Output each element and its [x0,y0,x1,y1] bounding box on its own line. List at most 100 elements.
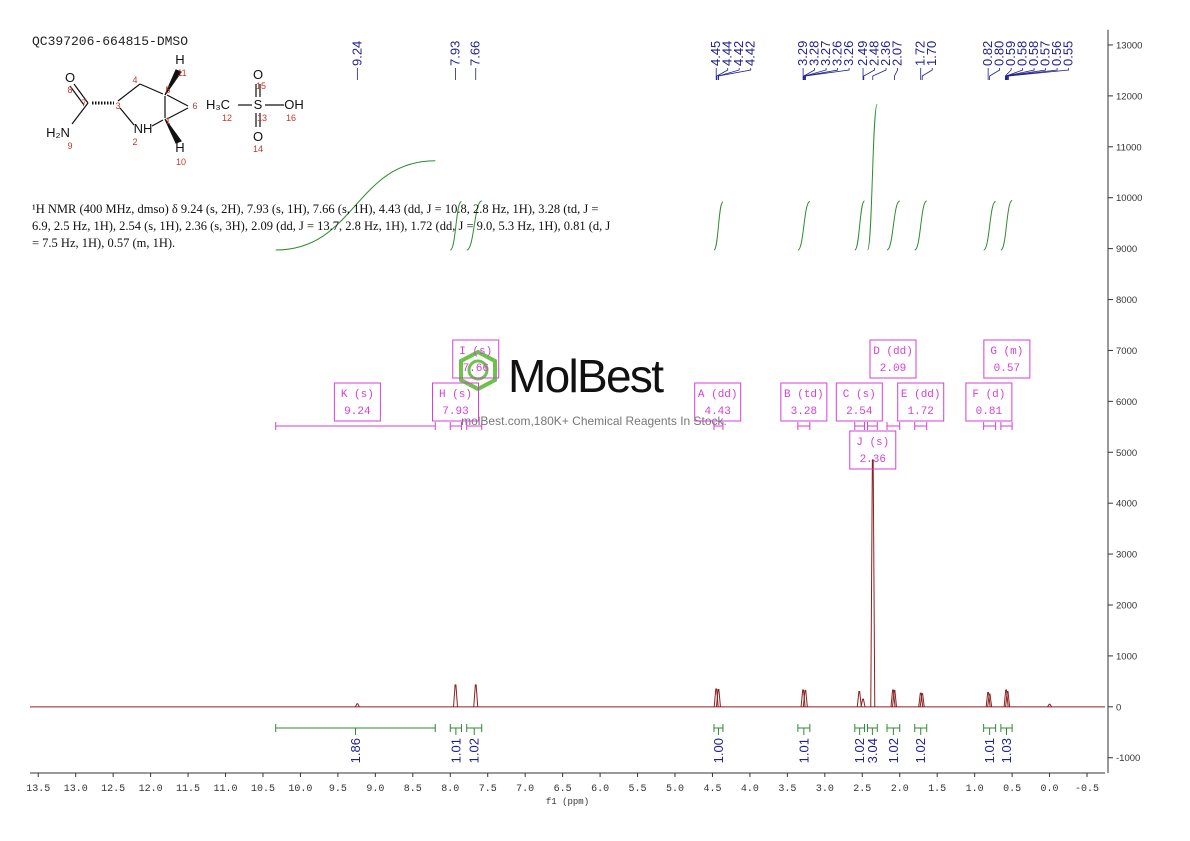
peak [473,684,479,707]
peak-label-line [863,68,875,80]
peak-label: 0.59 [1003,41,1018,66]
atom-number: 15 [256,81,266,91]
multiplet-range [797,422,811,430]
multiplet-label: B (td) [784,389,824,401]
integral-bracket [854,724,866,735]
x-tick-label: 3.5 [778,784,796,795]
x-tick-label: 12.5 [101,784,125,795]
multiplet-box [965,382,1013,422]
multiplet-box [869,339,917,379]
multiplet-shift: 0.57 [994,363,1020,375]
multiplet-shift: 4.43 [704,406,730,418]
multiplet-box [780,382,828,422]
integral-bracket [867,724,878,735]
multiplet-shift: 7.93 [442,406,468,418]
peak-label-line [804,68,850,80]
y-tick-label: 9000 [1116,244,1137,255]
atom-label: H₂N [46,125,70,140]
multiplet-range [466,422,483,430]
atom-number: 9 [67,141,72,151]
multiplet-label: G (m) [990,346,1023,358]
atom-label: S [254,97,263,112]
multiplet-range [983,422,997,430]
integral-bracket [275,724,436,735]
multiplet-label: C (s) [843,389,876,401]
peak-label: 4.45 [708,41,723,66]
watermark-brand: MolBest [508,350,664,402]
peak [1047,703,1052,708]
integral-value: 3.04 [865,738,880,763]
integral-value: 1.01 [796,738,811,763]
peak [870,459,876,707]
peak [919,693,925,707]
integral-curve [466,200,483,251]
x-tick-label: 12.0 [139,784,163,795]
peak-label: 7.66 [468,41,483,66]
atom-number: 12 [222,113,232,123]
peak-label-line [718,68,752,80]
y-tick-label: 6000 [1116,397,1137,408]
multiplet-box [694,382,742,422]
peak-label-line [804,68,827,80]
integral-value: 1.02 [913,738,928,763]
atom-label: H₃C [206,97,230,112]
integral-curve [449,201,462,251]
atom-number: 6 [192,101,197,111]
atom-label: H [175,52,184,67]
multiplet-shift: 3.28 [791,406,817,418]
integral-value: 1.02 [886,738,901,763]
x-tick-label: 2.0 [891,784,909,795]
integral-value: 1.02 [467,738,482,763]
y-tick-label: -1000 [1116,753,1140,764]
x-tick-label: 4.5 [703,784,721,795]
atom-number: 7 [81,98,86,108]
x-tick-label: 9.0 [366,784,384,795]
multiplet-label: D (dd) [873,346,913,358]
peak-label-line [1007,68,1058,80]
integral-bracket [983,724,997,735]
atom-number: 10 [176,157,186,167]
atom-number: 3 [115,101,120,111]
peak-label: 3.29 [795,41,810,66]
integral-curve [797,201,811,251]
peak [1005,691,1011,707]
peak [354,703,360,708]
atom-number: 1 [165,116,170,126]
atom-label: O [253,67,263,82]
peak-label: 0.56 [1049,41,1064,66]
atom-label: NH [134,121,153,136]
atom-number: 2 [132,137,137,147]
peak-label: 7.93 [448,41,463,66]
peak-label: 0.58 [1026,41,1041,66]
multiplet-shift: 1.72 [908,406,934,418]
atom-number: 8 [67,85,72,95]
integral-curve [886,200,901,251]
peak-label: 3.26 [841,41,856,66]
peak-label: 0.55 [1061,41,1076,66]
peak-label: 3.27 [818,41,833,66]
atom-number: 14 [253,144,263,154]
peak-label: 9.24 [349,41,364,66]
integral-bracket [449,724,462,735]
multiplet-range [867,422,878,430]
x-tick-label: 7.5 [479,784,497,795]
multiplet-shift: 2.09 [880,363,906,375]
y-tick-label: 11000 [1116,142,1142,153]
integral-bracket [466,724,483,735]
integral-curve [914,200,928,251]
peak-label-line [803,68,816,80]
multiplet-shift: 9.24 [344,406,371,418]
multiplet-label: J (s) [856,437,889,449]
logo-icon [459,349,497,392]
x-tick-label: 8.0 [441,784,459,795]
x-tick-label: 6.0 [591,784,609,795]
integral-value: 1.03 [999,738,1014,763]
x-tick-label: 1.0 [966,784,984,795]
peak-label: 2.07 [890,41,905,66]
peak-label: 0.82 [980,41,995,66]
multiplet-range [914,422,928,430]
atom-label: OH [284,97,304,112]
x-tick-label: 1.5 [928,784,946,795]
multiplet-box [452,339,500,379]
peak-label: 4.44 [720,41,735,66]
